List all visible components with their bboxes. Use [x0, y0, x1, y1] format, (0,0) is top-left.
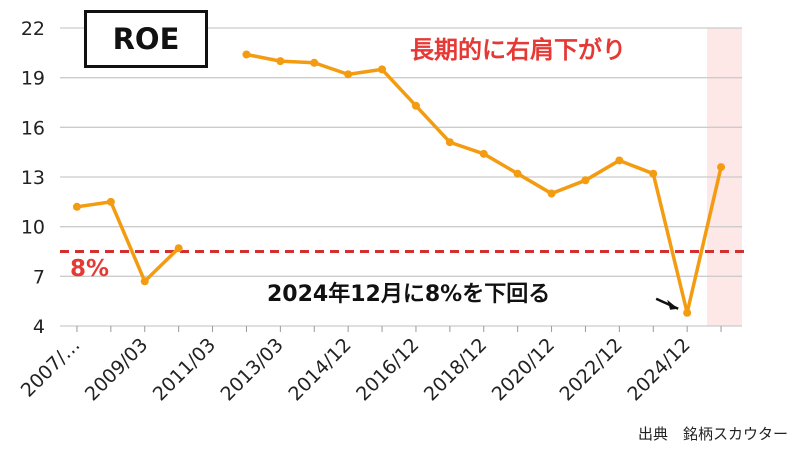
- x-tick-label: 2014/12: [284, 334, 355, 405]
- x-tick-label: 2013/03: [217, 334, 288, 405]
- data-point: [581, 176, 590, 185]
- data-point: [513, 169, 522, 178]
- chart-title: ROE: [84, 10, 208, 68]
- y-tick-label: 22: [21, 18, 45, 40]
- series-line: [75, 200, 181, 284]
- data-point: [615, 156, 624, 165]
- x-tick-label: 2018/12: [420, 334, 491, 405]
- x-tick-label: 2022/12: [556, 334, 627, 405]
- y-tick-label: 13: [21, 167, 45, 189]
- data-point: [547, 189, 556, 198]
- data-point: [411, 101, 420, 110]
- data-point: [479, 149, 488, 158]
- trend-annotation: 長期的に右肩下がり: [410, 36, 626, 64]
- callout-annotation: 2024年12月に8%を下回る: [267, 282, 551, 307]
- data-point: [683, 308, 692, 317]
- y-tick-label: 19: [21, 68, 45, 90]
- data-point: [72, 202, 81, 211]
- source-credit: 出典 銘柄スカウター: [637, 425, 788, 443]
- y-tick-label: 16: [21, 117, 45, 139]
- data-point: [378, 65, 387, 74]
- data-point: [717, 163, 726, 172]
- data-point: [310, 58, 319, 67]
- y-tick-label: 7: [33, 266, 45, 288]
- x-tick-label: 2020/12: [488, 334, 559, 405]
- x-tick-label: 2011/03: [149, 334, 220, 405]
- x-tick-label: 2009/03: [81, 334, 152, 405]
- data-point: [445, 138, 454, 147]
- data-point: [106, 197, 115, 206]
- y-tick-label: 10: [21, 217, 45, 239]
- data-point: [174, 244, 183, 253]
- y-tick-label: 4: [33, 316, 45, 338]
- x-tick-label: 2024/12: [623, 334, 694, 405]
- data-point: [649, 169, 658, 178]
- x-tick-label: 2016/12: [352, 334, 423, 405]
- callout-arrow-head: [667, 299, 679, 310]
- threshold-label: 8%: [70, 256, 110, 282]
- x-tick-label: 2007/…: [17, 334, 85, 402]
- data-point: [140, 277, 149, 286]
- data-point: [276, 57, 285, 66]
- series-line: [244, 52, 723, 315]
- data-point: [344, 70, 353, 79]
- data-point: [242, 50, 251, 59]
